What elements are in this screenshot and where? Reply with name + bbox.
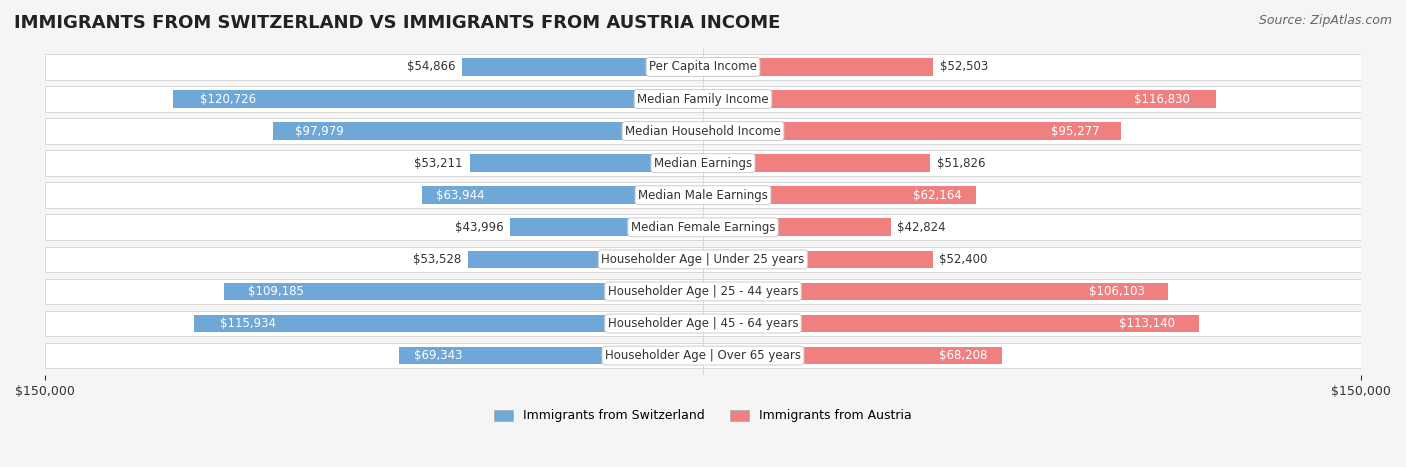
FancyBboxPatch shape [45, 86, 1361, 112]
FancyBboxPatch shape [45, 118, 1361, 144]
Bar [703, 315, 1199, 333]
Bar [703, 283, 1168, 300]
Bar [422, 186, 703, 204]
Text: $52,400: $52,400 [939, 253, 988, 266]
Legend: Immigrants from Switzerland, Immigrants from Austria: Immigrants from Switzerland, Immigrants … [489, 404, 917, 427]
Text: $63,944: $63,944 [436, 189, 485, 202]
FancyBboxPatch shape [45, 311, 1361, 336]
Text: $42,824: $42,824 [897, 221, 946, 234]
Text: Source: ZipAtlas.com: Source: ZipAtlas.com [1258, 14, 1392, 27]
Bar [703, 58, 934, 76]
Text: $116,830: $116,830 [1135, 92, 1189, 106]
Text: Householder Age | 45 - 64 years: Householder Age | 45 - 64 years [607, 317, 799, 330]
Bar [224, 283, 703, 300]
Bar [463, 58, 703, 76]
Text: Median Family Income: Median Family Income [637, 92, 769, 106]
Text: $113,140: $113,140 [1119, 317, 1174, 330]
Bar [510, 219, 703, 236]
Text: Per Capita Income: Per Capita Income [650, 60, 756, 73]
Text: $62,164: $62,164 [914, 189, 962, 202]
Text: Median Female Earnings: Median Female Earnings [631, 221, 775, 234]
FancyBboxPatch shape [45, 183, 1361, 208]
Bar [703, 186, 976, 204]
Bar [703, 154, 931, 172]
Text: $43,996: $43,996 [454, 221, 503, 234]
Text: $109,185: $109,185 [247, 285, 304, 298]
FancyBboxPatch shape [45, 279, 1361, 304]
Text: $68,208: $68,208 [939, 349, 987, 362]
Text: $51,826: $51,826 [936, 156, 986, 170]
Bar [703, 90, 1216, 108]
Bar [703, 347, 1002, 364]
Text: IMMIGRANTS FROM SWITZERLAND VS IMMIGRANTS FROM AUSTRIA INCOME: IMMIGRANTS FROM SWITZERLAND VS IMMIGRANT… [14, 14, 780, 32]
Text: $106,103: $106,103 [1090, 285, 1146, 298]
Bar [703, 122, 1121, 140]
Text: $53,528: $53,528 [413, 253, 461, 266]
Text: Householder Age | Under 25 years: Householder Age | Under 25 years [602, 253, 804, 266]
Text: $115,934: $115,934 [219, 317, 276, 330]
Bar [399, 347, 703, 364]
Text: Median Household Income: Median Household Income [626, 125, 780, 138]
Text: $97,979: $97,979 [295, 125, 343, 138]
FancyBboxPatch shape [45, 214, 1361, 240]
FancyBboxPatch shape [45, 150, 1361, 176]
Text: $95,277: $95,277 [1052, 125, 1099, 138]
FancyBboxPatch shape [45, 54, 1361, 80]
Text: Median Earnings: Median Earnings [654, 156, 752, 170]
Bar [194, 315, 703, 333]
FancyBboxPatch shape [45, 247, 1361, 272]
Bar [273, 122, 703, 140]
Text: Householder Age | Over 65 years: Householder Age | Over 65 years [605, 349, 801, 362]
Text: $120,726: $120,726 [200, 92, 256, 106]
Bar [468, 251, 703, 268]
Text: $54,866: $54,866 [408, 60, 456, 73]
Bar [703, 251, 934, 268]
Text: $52,503: $52,503 [941, 60, 988, 73]
Text: $69,343: $69,343 [413, 349, 463, 362]
Bar [470, 154, 703, 172]
Text: Householder Age | 25 - 44 years: Householder Age | 25 - 44 years [607, 285, 799, 298]
Text: $53,211: $53,211 [415, 156, 463, 170]
FancyBboxPatch shape [45, 343, 1361, 368]
Bar [703, 219, 891, 236]
Text: Median Male Earnings: Median Male Earnings [638, 189, 768, 202]
Bar [173, 90, 703, 108]
